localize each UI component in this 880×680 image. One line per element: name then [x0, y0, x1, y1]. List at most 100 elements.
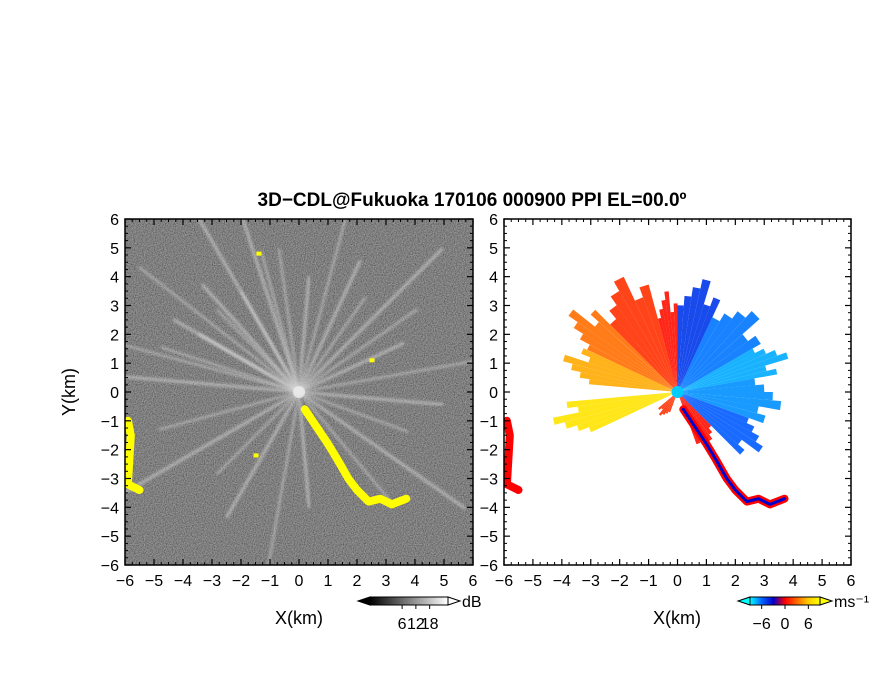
velocity-sector	[594, 322, 678, 392]
right-axis-ticks: −6−6 −5 −5 −4 −4 −3 −3 −2 −2 −1 −1 0 0 1 1 2 2 3 3 4 4 5 5 6 6	[480, 212, 856, 590]
velocity-sector	[581, 348, 678, 392]
velocity-sector	[677, 392, 745, 455]
velocity-sector	[588, 379, 678, 392]
y-tick-label: 0	[110, 385, 119, 402]
velocity-sector	[634, 297, 678, 392]
velocity-sector	[677, 392, 755, 432]
dB-colorbar-high-arrow	[447, 596, 462, 606]
backscatter-ray	[138, 266, 300, 393]
velocity-sector	[677, 311, 746, 392]
backscatter-ray	[125, 375, 300, 394]
velocity-sector	[677, 392, 742, 445]
velocity-sector	[664, 291, 678, 392]
velocity-sector	[677, 304, 711, 392]
velocity-sector	[677, 392, 763, 453]
x-tick-label: −3	[582, 573, 600, 590]
x-tick-label: 0	[295, 573, 304, 590]
velocity-sector	[610, 318, 678, 392]
velocity-sector	[670, 312, 678, 392]
velocity-sector	[677, 392, 760, 442]
velocity-colorbar-tick-label: −6	[753, 616, 771, 633]
velocity-sector	[659, 308, 678, 392]
left-axis-ticks: −6−6 −5 −5 −4 −4 −3 −3 −2 −2 −1 −1 0 0 1 1 2 2 3 3 4 4 5 5 6 6	[101, 212, 478, 590]
y-tick-label: −2	[101, 443, 119, 460]
backscatter-ray	[172, 318, 300, 394]
y-tick-label: 2	[110, 327, 119, 344]
velocity-sector	[661, 300, 678, 392]
velocity-sector	[677, 368, 778, 392]
x-tick-label: 1	[324, 573, 333, 590]
y-tick-label: −5	[101, 529, 119, 546]
velocity-sector	[566, 392, 678, 409]
x-tick-label: −6	[116, 573, 134, 590]
velocity-colorbar-tick-label: 0	[781, 616, 790, 633]
left-xaxis-label: X(km)	[275, 608, 323, 628]
x-tick-label: 5	[440, 573, 449, 590]
velocity-sector	[677, 392, 713, 442]
velocity-sector	[639, 284, 678, 392]
y-tick-label: −2	[480, 443, 498, 460]
velocity-echo-core	[681, 407, 786, 506]
velocity-sector	[677, 350, 778, 392]
right-xaxis-label: X(km)	[653, 608, 701, 628]
x-tick-label: 2	[731, 573, 740, 590]
y-tick-label: 4	[489, 270, 498, 287]
backscatter-ray	[297, 219, 347, 393]
velocity-sector	[577, 392, 678, 413]
left-yaxis-label: Y(km)	[59, 368, 79, 416]
backscatter-ray	[197, 219, 301, 393]
yellow-echo-spot	[253, 453, 259, 458]
y-tick-label: −1	[101, 414, 119, 431]
velocity-sector	[677, 297, 721, 392]
y-tick-label: 3	[489, 299, 498, 316]
x-tick-label: −3	[203, 573, 221, 590]
backscatter-ray	[125, 344, 300, 394]
velocity-sector	[579, 372, 678, 392]
origin-marker	[671, 386, 684, 398]
velocity-sector	[677, 348, 766, 392]
y-tick-label: 1	[110, 356, 119, 373]
y-tick-label: −6	[480, 558, 498, 575]
y-tick-label: 0	[489, 385, 498, 402]
y-tick-label: −5	[480, 529, 498, 546]
velocity-sector	[579, 333, 678, 392]
velocity-sector	[610, 291, 678, 392]
backscatter-ray	[298, 296, 367, 393]
velocity-sector	[677, 392, 766, 424]
dB-colorbar-unit: dB	[462, 594, 482, 611]
backscatter-ray	[158, 390, 300, 431]
x-tick-label: −2	[232, 573, 250, 590]
velocity-sector	[677, 384, 765, 392]
yellow-echo-spot	[256, 251, 262, 256]
backscatter-ray	[298, 390, 467, 510]
y-tick-label: 6	[489, 212, 498, 229]
y-tick-label: 6	[110, 212, 119, 229]
velocity-colorbar-unit: ms⁻¹	[834, 594, 869, 611]
y-tick-label: 5	[489, 241, 498, 258]
backscatter-ray	[297, 247, 444, 394]
right-velocity-field	[504, 276, 789, 509]
dB-colorbar-tick-label: 12	[407, 616, 425, 633]
velocity-sector	[677, 365, 767, 392]
velocity-sector	[677, 392, 713, 435]
velocity-sector	[665, 392, 678, 414]
backscatter-ray	[297, 259, 362, 393]
velocity-sector	[677, 392, 712, 429]
velocity-colorbar-low-arrow	[736, 596, 751, 606]
velocity-sector	[677, 392, 773, 401]
velocity-sector	[677, 311, 760, 392]
backscatter-ray	[297, 391, 311, 508]
x-tick-label: −5	[145, 573, 163, 590]
x-tick-label: 4	[411, 573, 420, 590]
velocity-sector	[677, 352, 789, 392]
x-tick-label: −1	[639, 573, 657, 590]
velocity-sector	[677, 348, 755, 392]
y-tick-label: −3	[480, 472, 498, 489]
velocity-sector	[677, 392, 782, 411]
yellow-echo-band	[125, 416, 144, 494]
velocity-sector	[552, 392, 678, 425]
velocity-colorbar-high-arrow	[819, 596, 834, 606]
velocity-sector	[673, 303, 678, 392]
velocity-sector	[573, 322, 678, 392]
